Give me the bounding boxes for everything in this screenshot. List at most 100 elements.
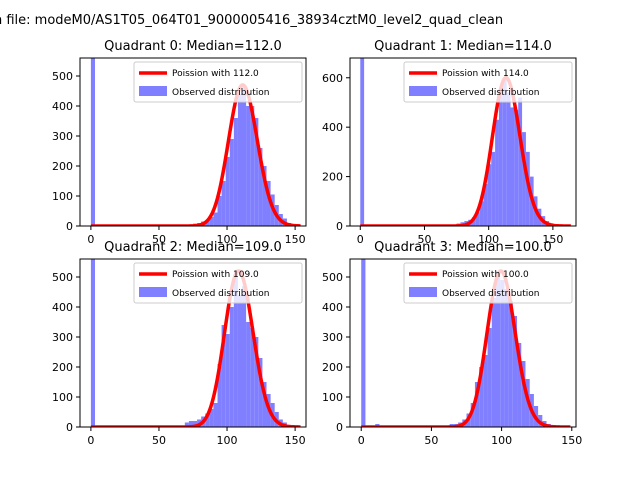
histogram-bar	[225, 157, 230, 226]
x-tick-label: 0	[87, 434, 94, 447]
axes-frame	[79, 57, 307, 227]
histogram-bar	[254, 337, 259, 427]
x-tick-label: 50	[152, 434, 166, 447]
subplot-quadrant-2: 0 50 100 150 0 100 200 300 400 500 Quadrant 2: Med…	[52, 240, 307, 447]
x-tick-label: 100	[478, 233, 499, 246]
histogram-bar	[522, 132, 526, 226]
y-tick-label: 200	[322, 171, 343, 184]
histogram-bars	[90, 58, 300, 226]
histogram-bar	[495, 119, 499, 226]
axes-frame	[349, 57, 577, 227]
legend: Poission with 109.0 Observed distribution	[133, 262, 303, 304]
y-tick-label: 400	[322, 121, 343, 134]
histogram-bar	[237, 94, 243, 226]
legend-poisson-label: Poission with 100.0	[442, 270, 529, 280]
histogram-bar	[242, 85, 247, 226]
histogram-bar	[470, 403, 475, 427]
legend-poisson-label: Poission with 114.0	[442, 69, 529, 79]
x-tick-label: 50	[424, 434, 438, 447]
histogram-bar	[521, 361, 526, 427]
histogram-bar	[213, 212, 218, 226]
histogram-bar	[209, 217, 214, 226]
histogram-bar	[514, 109, 519, 226]
histogram-bar	[495, 271, 501, 427]
histogram-bar	[184, 422, 189, 427]
y-tick-label: 400	[52, 301, 73, 314]
legend-box	[133, 61, 303, 103]
axes-frame	[79, 258, 307, 428]
histogram-bar	[229, 307, 234, 427]
histogram-bar	[242, 286, 247, 427]
legend-box	[403, 262, 573, 304]
histogram-bar	[266, 181, 271, 226]
plot-area	[90, 259, 301, 427]
subplot-quadrant-0: 0 50 100 150 0 100 200 300 400 500 Quadrant 0: Med…	[52, 39, 307, 246]
histogram-bar	[471, 217, 476, 226]
y-tick-label: 0	[336, 220, 343, 233]
y-tick-label: 400	[322, 301, 343, 314]
histogram-bar	[237, 295, 243, 427]
histogram-bar	[229, 139, 234, 226]
histogram-bar	[504, 289, 509, 427]
subplot-title: Quadrant 3: Median=100.0	[374, 240, 552, 255]
y-tick-label: 600	[322, 72, 343, 85]
y-tick-label: 200	[322, 361, 343, 374]
poisson-curve	[90, 269, 301, 427]
legend-observed-swatch	[139, 86, 167, 96]
histogram-bar	[209, 409, 214, 427]
histogram-bar	[498, 87, 503, 226]
histogram-bar-zero	[90, 58, 95, 226]
subplot-title: Quadrant 1: Median=114.0	[374, 39, 552, 54]
histogram-bar	[491, 151, 496, 226]
histogram-bar	[500, 280, 505, 427]
subplot-title: Quadrant 2: Median=109.0	[104, 240, 282, 255]
x-tick-label: 0	[357, 233, 364, 246]
histogram-bar	[213, 403, 218, 427]
legend-observed-label: Observed distribution	[442, 289, 539, 299]
legend-observed-label: Observed distribution	[442, 88, 539, 98]
y-tick-label: 500	[52, 70, 73, 83]
histogram-bar	[246, 106, 251, 226]
x-tick-label: 0	[87, 233, 94, 246]
histogram-bar	[246, 322, 251, 427]
histogram-bar	[483, 184, 488, 226]
histogram-bar	[510, 107, 515, 226]
histogram-bar	[221, 325, 226, 427]
histogram-bar	[262, 382, 267, 427]
x-tick-label: 100	[217, 434, 238, 447]
y-tick-label: 100	[52, 190, 73, 203]
histogram-bar	[487, 164, 492, 226]
plot-area	[359, 58, 572, 226]
histogram-bar	[508, 301, 513, 427]
histogram-bar	[483, 355, 488, 427]
poisson-curve	[360, 269, 571, 427]
histogram-bar	[250, 328, 255, 427]
histogram-bar	[479, 201, 484, 226]
histogram-bar	[217, 364, 222, 427]
histogram-bar	[506, 92, 511, 226]
x-tick-label: 50	[417, 233, 431, 246]
plot-area	[360, 259, 571, 427]
x-tick-label: 150	[561, 434, 582, 447]
histogram-bar	[487, 328, 492, 427]
x-tick-label: 50	[152, 233, 166, 246]
histogram-bar	[518, 97, 523, 226]
histogram-bar	[475, 212, 480, 226]
poisson-curve	[359, 76, 572, 226]
x-tick-label: 150	[542, 233, 563, 246]
histogram-bar	[258, 148, 263, 226]
x-tick-label: 0	[358, 434, 365, 447]
histogram-bar	[502, 77, 507, 226]
y-tick-label: 200	[52, 361, 73, 374]
histogram-bar-zero	[90, 259, 95, 427]
histogram-bar	[233, 118, 238, 226]
subplot-quadrant-1: 0 50 100 150 0 200 400 600 Quadrant 1: Median=11…	[322, 39, 577, 246]
axes-frame	[349, 258, 577, 428]
figure-suptitle: n file: modeM0/AS1T05_064T01_9000005416_…	[0, 13, 503, 28]
x-tick-label: 100	[491, 434, 512, 447]
histogram-bar	[225, 334, 230, 427]
histogram-bars	[90, 259, 296, 427]
y-tick-label: 100	[52, 391, 73, 404]
subplot-quadrant-3: 0 50 100 150 0 100 200 300 400 500 Quadrant 3: Med…	[322, 240, 582, 447]
histogram-bar	[262, 166, 267, 226]
